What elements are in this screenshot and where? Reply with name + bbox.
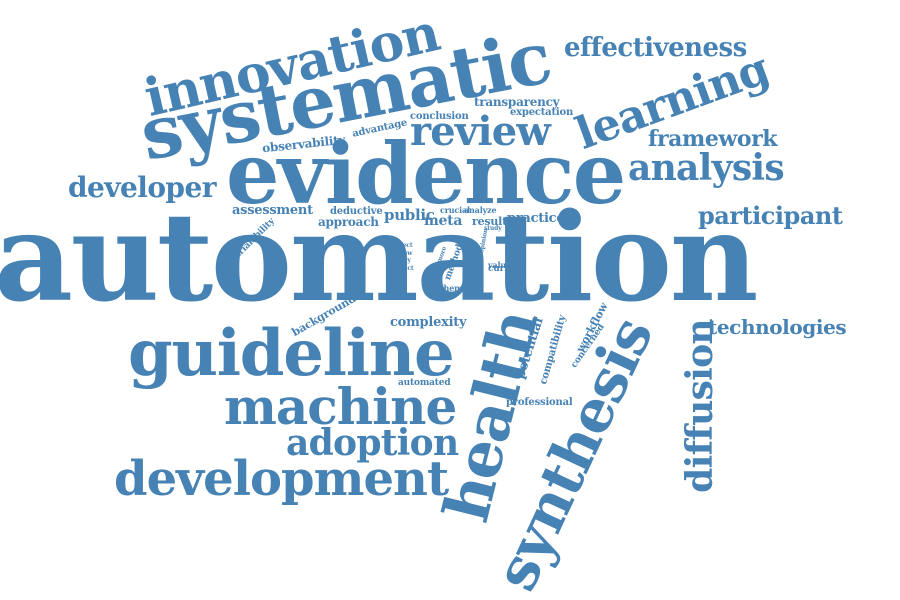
- word-evidence: evidence: [226, 124, 626, 223]
- word-crucial: crucial: [440, 205, 470, 215]
- word-affect: affect: [394, 242, 413, 249]
- word-conclusion: conclusion: [410, 111, 469, 122]
- word-meta: meta: [424, 213, 463, 229]
- word-technologies: technologies: [708, 315, 847, 339]
- word-transparency: transparency: [474, 95, 560, 109]
- word-framework: framework: [648, 126, 778, 152]
- word-expectation: expectation: [510, 107, 574, 118]
- word-practice: practice: [507, 211, 565, 226]
- word-study: study: [484, 225, 502, 232]
- word-complexity: complexity: [390, 315, 467, 330]
- word-automation: automation: [0, 185, 758, 329]
- word-deductive: deductive: [330, 206, 383, 217]
- word-professional: professional: [506, 397, 573, 408]
- word-developer: developer: [68, 171, 216, 204]
- word-adoption: adoption: [286, 422, 459, 464]
- word-diffusion: diffusion: [678, 319, 721, 493]
- word-view: view: [398, 250, 413, 257]
- word-analysis: analysis: [628, 147, 785, 189]
- word-theory: theory: [390, 257, 411, 264]
- word-assessment: assessment: [232, 203, 313, 218]
- word-cloud: automation evidence systematic innovatio…: [0, 2, 847, 600]
- word-approach: approach: [318, 215, 379, 229]
- word-automated: automated: [398, 378, 451, 388]
- word-participant: participant: [698, 201, 843, 230]
- word-effectiveness: effectiveness: [564, 33, 747, 63]
- word-effect: effect: [395, 265, 414, 272]
- word-tool: tool: [438, 263, 451, 270]
- word-review: review: [410, 108, 551, 155]
- word-public: public: [384, 206, 435, 224]
- word-result: result: [472, 215, 507, 228]
- word-theme: theme: [440, 283, 468, 293]
- word-guideline: guideline: [128, 316, 455, 391]
- word-development: development: [114, 451, 449, 507]
- word-value: value: [488, 260, 511, 270]
- word-machine: machine: [224, 377, 457, 436]
- word-analyze: analyze: [464, 205, 497, 215]
- word-current: current: [488, 264, 525, 274]
